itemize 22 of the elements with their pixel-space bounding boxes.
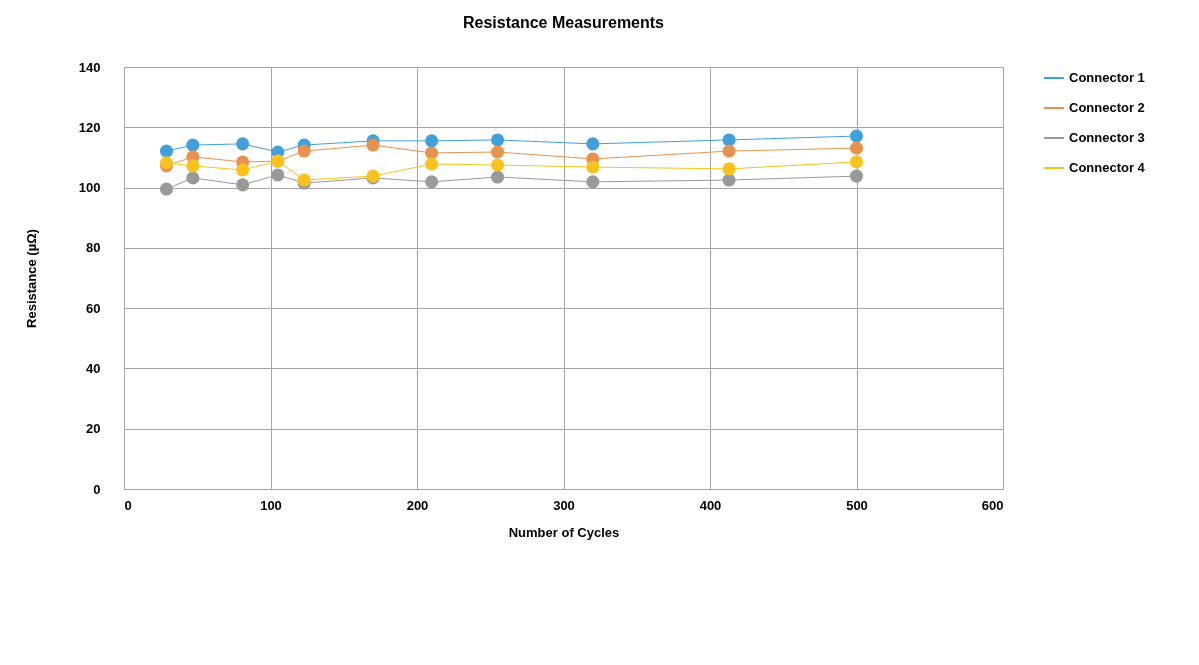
x-tick-label: 100 (260, 497, 282, 513)
y-tick-label: 0 (93, 481, 101, 497)
x-tick-label: 400 (699, 497, 722, 513)
legend-label: Connector 1 (1069, 70, 1145, 85)
legend-label: Connector 2 (1069, 100, 1145, 115)
y-tick-label: 100 (78, 180, 101, 196)
x-axis-title: Number of Cycles (508, 524, 620, 540)
y-tick-label: 80 (86, 240, 101, 256)
chart-title: Resistance Measurements (463, 14, 665, 31)
y-axis-title: Resistance (µΩ) (23, 229, 39, 328)
legend-label: Connector 4 (1069, 160, 1146, 175)
x-tick-label: 600 (981, 497, 1004, 513)
y-tick-label: 20 (86, 421, 101, 437)
x-tick-label: 0 (124, 497, 132, 513)
y-tick-label: 120 (78, 119, 101, 135)
y-tick-label: 140 (78, 59, 101, 75)
y-tick-label: 40 (86, 360, 101, 376)
x-tick-label: 300 (553, 497, 575, 513)
x-tick-label: 200 (406, 497, 429, 513)
y-tick-label: 60 (86, 300, 101, 316)
x-tick-label: 500 (846, 497, 868, 513)
legend-label: Connector 3 (1069, 130, 1145, 145)
